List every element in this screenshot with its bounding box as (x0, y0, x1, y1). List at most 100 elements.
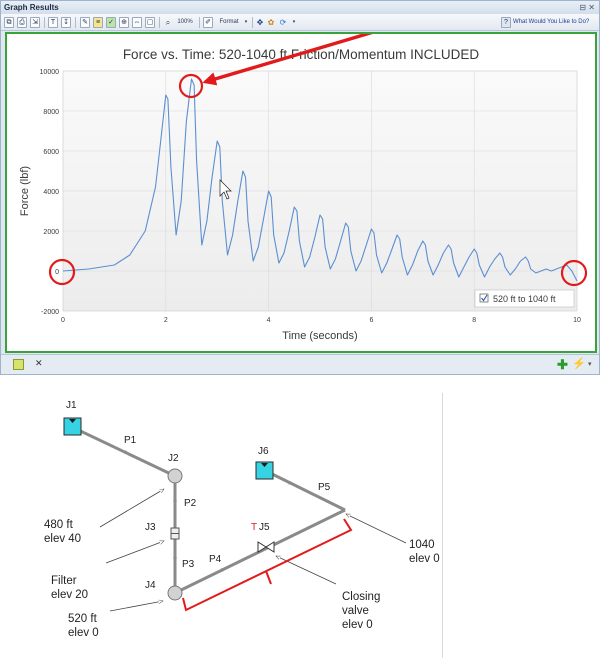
graph-frame: -2000 0 2000 4000 6000 8000 10000 0 2 4 6 8 10 Forc… (5, 32, 597, 353)
mouse-cursor-icon (219, 179, 232, 200)
callout-480ft-leader (99, 488, 164, 528)
series-line-520-1040 (62, 78, 578, 282)
graph-bottom-bar: ✕ ✚ ⚡ ▾ (1, 354, 599, 374)
p5-label: P5 (318, 482, 331, 493)
callout-1040ft-leader (346, 513, 407, 544)
close-tab-icon[interactable]: ✕ (35, 358, 43, 368)
callout-filter-leader (105, 541, 164, 564)
window-titlebar: Graph Results ⊟ ✕ (1, 1, 599, 14)
pan-icon[interactable]: ✥ (256, 18, 264, 27)
zoom-icon[interactable]: ⌕ (165, 18, 171, 27)
j5-prefix: T (251, 522, 257, 533)
quick-access-icon[interactable]: ⚡ (572, 358, 586, 370)
callout-valve-line2: valve (342, 605, 369, 617)
tank-j1-icon[interactable] (63, 417, 82, 436)
more-tools-icon[interactable]: ▾ (292, 19, 296, 25)
callout-480ft-line2: elev 40 (44, 533, 81, 545)
legend-icon[interactable]: ≡ (93, 17, 103, 28)
tank-j6-icon[interactable] (255, 461, 274, 480)
j6-label: J6 (258, 446, 269, 457)
x-tick-label: 2 (164, 317, 168, 324)
callout-filter-line2: elev 20 (51, 589, 88, 601)
legend-label: 520 ft to 1040 ft (493, 294, 556, 304)
peak-arrow (202, 34, 373, 86)
pipe-p1[interactable] (71, 425, 176, 478)
callout-filter-line1: Filter (51, 575, 77, 587)
x-tick-label: 0 (61, 317, 65, 324)
range-icon[interactable]: ⇔ (132, 17, 142, 28)
help-icon[interactable]: ? (501, 17, 511, 28)
p2-label: P2 (184, 498, 197, 509)
x-tick-label: 8 (472, 317, 476, 324)
frame-icon[interactable]: ▢ (145, 17, 155, 28)
p3-label: P3 (182, 559, 195, 570)
graph-tab[interactable] (13, 359, 24, 370)
x-tick-label: 4 (267, 317, 271, 324)
format-menu[interactable]: Format (219, 19, 239, 25)
window-controls[interactable]: ⊟ ✕ (579, 3, 595, 12)
workspace-divider (442, 393, 443, 658)
y-tick-label: 6000 (43, 149, 59, 156)
callout-valve-leader (276, 555, 337, 585)
callout-1040ft-line1: 1040 (409, 539, 435, 551)
j5-label: J5 (259, 522, 270, 533)
j4-label: J4 (145, 580, 156, 591)
refresh-icon[interactable]: ⟳ (279, 18, 287, 27)
callout-valve-line3: elev 0 (342, 619, 373, 631)
callout-1040ft-line2: elev 0 (409, 553, 440, 565)
grid-toggle-icon[interactable]: ✓ (106, 17, 116, 28)
y-tick-label: 4000 (43, 189, 59, 196)
window-title: Graph Results (4, 3, 59, 12)
peak-highlight-circle (178, 73, 204, 99)
end-highlight-circle (560, 259, 588, 287)
j3-label: J3 (145, 522, 156, 533)
crosshair-icon[interactable]: ⊕ (119, 17, 129, 28)
graph-toolbar: ⧉ ⎙ ⇲ T ↧ ✎ ≡ ✓ ⊕ ⇔ ▢ ⌕ 100% ✐ Format ▾ … (1, 14, 599, 31)
help-link[interactable]: What Would You Like to Do? (513, 19, 590, 25)
x-tick-label: 10 (573, 317, 581, 324)
segment-bracket (182, 518, 353, 612)
y-tick-label: -2000 (41, 309, 59, 316)
junction-j2[interactable] (167, 468, 183, 484)
callout-520ft-leader (109, 601, 163, 612)
y-tick-label: 2000 (43, 229, 59, 236)
add-graph-icon[interactable]: ✚ (557, 357, 568, 372)
export-icon[interactable]: ⇲ (30, 17, 40, 28)
zoom-level[interactable]: 100% (177, 19, 193, 25)
graph-results-window: Graph Results ⊟ ✕ ⧉ ⎙ ⇲ T ↧ ✎ ≡ ✓ ⊕ ⇔ ▢ … (0, 0, 600, 375)
callout-valve-line1: Closing (342, 591, 380, 603)
p4-label: P4 (209, 554, 222, 565)
y-tick-label: 0 (55, 269, 59, 276)
x-axis-label: Time (seconds) (282, 330, 357, 342)
valve-j5-icon[interactable] (257, 541, 275, 553)
x-axis-ticks: 0 2 4 6 8 10 (61, 317, 581, 324)
junction-j4[interactable] (167, 585, 183, 601)
checkmark-icon (481, 294, 488, 302)
filter-j3-icon[interactable] (170, 527, 180, 540)
format-dropdown-icon[interactable]: ▾ (244, 19, 248, 25)
j1-label: J1 (66, 400, 77, 411)
dropdown-icon[interactable]: ▾ (588, 361, 592, 368)
annotate-icon[interactable]: ✿ (267, 18, 275, 27)
pipe-network-diagram: J1 J2 J3 J4 T J5 J6 P1 P2 P3 P4 P5 480 f… (44, 400, 440, 639)
legend: 520 ft to 1040 ft (474, 289, 575, 308)
y-tick-label: 10000 (40, 69, 60, 76)
y-axis-label: Force (lbf) (19, 166, 31, 216)
print-icon[interactable]: ⎙ (17, 17, 27, 28)
pipe-p4[interactable] (174, 508, 346, 595)
start-highlight-circle (48, 258, 76, 286)
copy-icon[interactable]: ⧉ (4, 17, 14, 28)
x-tick-label: 6 (369, 317, 373, 324)
j2-label: J2 (168, 453, 179, 464)
format-icon[interactable]: ✐ (203, 17, 213, 28)
segment-bracket-tick (265, 570, 272, 585)
data-icon[interactable]: ↧ (61, 17, 71, 28)
line-style-icon[interactable]: ✎ (80, 17, 90, 28)
callout-520ft-line2: elev 0 (68, 627, 99, 639)
y-tick-label: 8000 (43, 109, 59, 116)
callout-480ft-line1: 480 ft (44, 519, 74, 531)
legend-checkbox[interactable] (479, 293, 489, 303)
p1-label: P1 (124, 435, 137, 446)
pipe-p5[interactable] (263, 468, 346, 512)
axis-icon[interactable]: T (48, 17, 58, 28)
